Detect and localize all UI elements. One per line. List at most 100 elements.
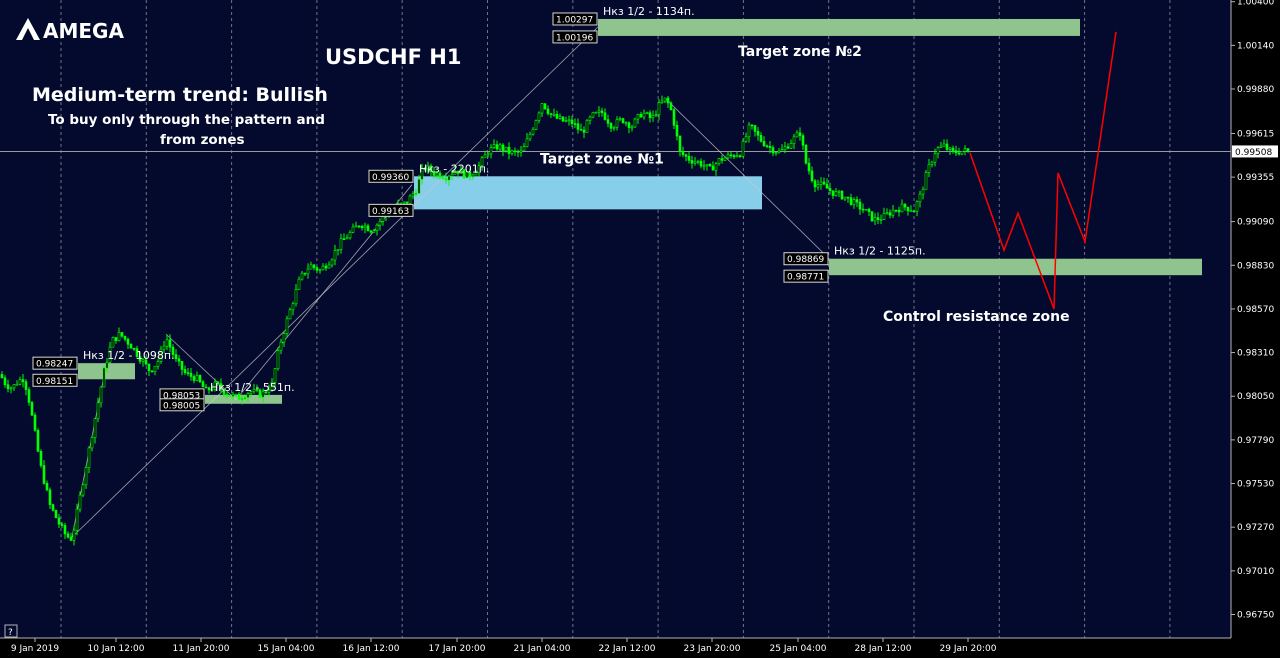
candle-body — [75, 508, 79, 531]
candle-body — [96, 402, 100, 420]
vertical-grid — [60, 0, 1171, 638]
candle-body — [468, 171, 472, 177]
candle-body — [888, 212, 892, 216]
candle-body — [786, 146, 790, 149]
candle-body — [768, 146, 772, 148]
candle-body — [435, 172, 439, 176]
candle-body — [24, 381, 28, 390]
x-tick-label: 10 Jan 12:00 — [88, 644, 145, 654]
candle-body — [348, 232, 352, 239]
candle-body — [549, 113, 553, 115]
candle-body — [279, 341, 283, 352]
projection-layer — [969, 31, 1117, 310]
candle-body — [915, 201, 919, 212]
candle-body — [480, 157, 484, 167]
candle-body — [225, 394, 229, 396]
candle-body — [291, 303, 295, 311]
zone-4-price-tag-label: 1.00196 — [556, 33, 593, 43]
zone-5-caption: Нкз 1/2 - 1125п. — [834, 245, 926, 258]
candle-body — [231, 394, 235, 397]
zone-1-price-tag-label: 0.98247 — [36, 360, 73, 370]
candle-body — [153, 365, 157, 372]
candle-body — [177, 358, 181, 362]
candle-body — [870, 211, 874, 222]
candle-body — [819, 181, 823, 185]
y-tick-label: 0.97790 — [1237, 436, 1274, 446]
candle-body — [783, 146, 787, 150]
candle-body — [912, 210, 916, 213]
y-tick-label: 0.98830 — [1237, 261, 1274, 271]
candle-body — [240, 398, 244, 400]
candle-body — [597, 110, 601, 113]
candle-body — [420, 168, 424, 180]
candle-body — [303, 272, 307, 275]
trend-note-line1: To buy only through the pattern and — [48, 112, 325, 128]
candle-body — [831, 190, 835, 196]
candle-body — [828, 188, 832, 191]
candle-body — [405, 201, 409, 204]
trend-heading: Medium-term trend: Bullish — [32, 84, 328, 106]
candle-body — [834, 191, 838, 196]
candle-body — [546, 108, 550, 114]
candle-body — [732, 155, 736, 158]
candle-body — [672, 109, 676, 126]
candle-body — [933, 153, 937, 163]
candle-body — [813, 180, 817, 188]
candle-body — [228, 395, 232, 397]
candle-body — [495, 144, 499, 150]
zone-4-box — [598, 18, 1080, 36]
candle-body — [366, 225, 370, 232]
candle-body — [198, 375, 202, 383]
candle-body — [930, 161, 934, 165]
candle-body — [117, 332, 121, 341]
help-button[interactable]: ? — [4, 624, 18, 638]
candle-body — [180, 361, 184, 370]
x-tick-label: 16 Jan 12:00 — [343, 644, 400, 654]
candle-body — [945, 143, 949, 150]
zone-4-caption: Нкз 1/2 - 1134п. — [603, 5, 695, 18]
zone-3-box — [414, 176, 762, 210]
candle-body — [9, 387, 13, 390]
x-tick-label: 11 Jan 20:00 — [173, 644, 230, 654]
candle-body — [339, 238, 343, 250]
candle-body — [570, 119, 574, 124]
zone-3-price-tag-label: 0.99360 — [372, 173, 409, 183]
candle-body — [504, 146, 508, 152]
candle-body — [564, 120, 568, 122]
candle-body — [510, 150, 514, 154]
candle-body — [561, 116, 565, 122]
candle-body — [942, 143, 946, 147]
candle-body — [21, 379, 25, 383]
y-tick-label: 0.99355 — [1237, 173, 1274, 183]
candle-body — [204, 386, 208, 389]
zone-2-price-tag — [159, 398, 205, 412]
candle-body — [93, 418, 97, 439]
candle-body — [810, 170, 814, 181]
candle-body — [234, 393, 238, 396]
candle-body — [684, 154, 688, 157]
candle-body — [858, 201, 862, 210]
zone-5-box — [829, 258, 1202, 276]
candle-body — [246, 393, 250, 398]
candle-body — [753, 125, 757, 132]
candle-body — [687, 156, 691, 161]
candle-body — [852, 199, 856, 205]
candle-body — [864, 208, 868, 211]
candle-body — [18, 379, 22, 385]
candle-body — [552, 113, 556, 116]
candle-body — [474, 172, 478, 176]
candle-body — [585, 120, 589, 133]
candle-body — [738, 155, 742, 157]
candle-body — [534, 120, 538, 130]
candle-body — [762, 141, 766, 147]
zone-4-price-tag — [552, 12, 598, 26]
candle-body — [774, 152, 778, 154]
candle-body — [849, 197, 853, 205]
help-button-label: ? — [8, 628, 13, 638]
candle-body — [255, 389, 259, 391]
candle-body — [45, 483, 49, 491]
current-price-tag — [1232, 145, 1278, 158]
candle-body — [324, 265, 328, 269]
y-tick-label: 0.98050 — [1237, 392, 1274, 402]
